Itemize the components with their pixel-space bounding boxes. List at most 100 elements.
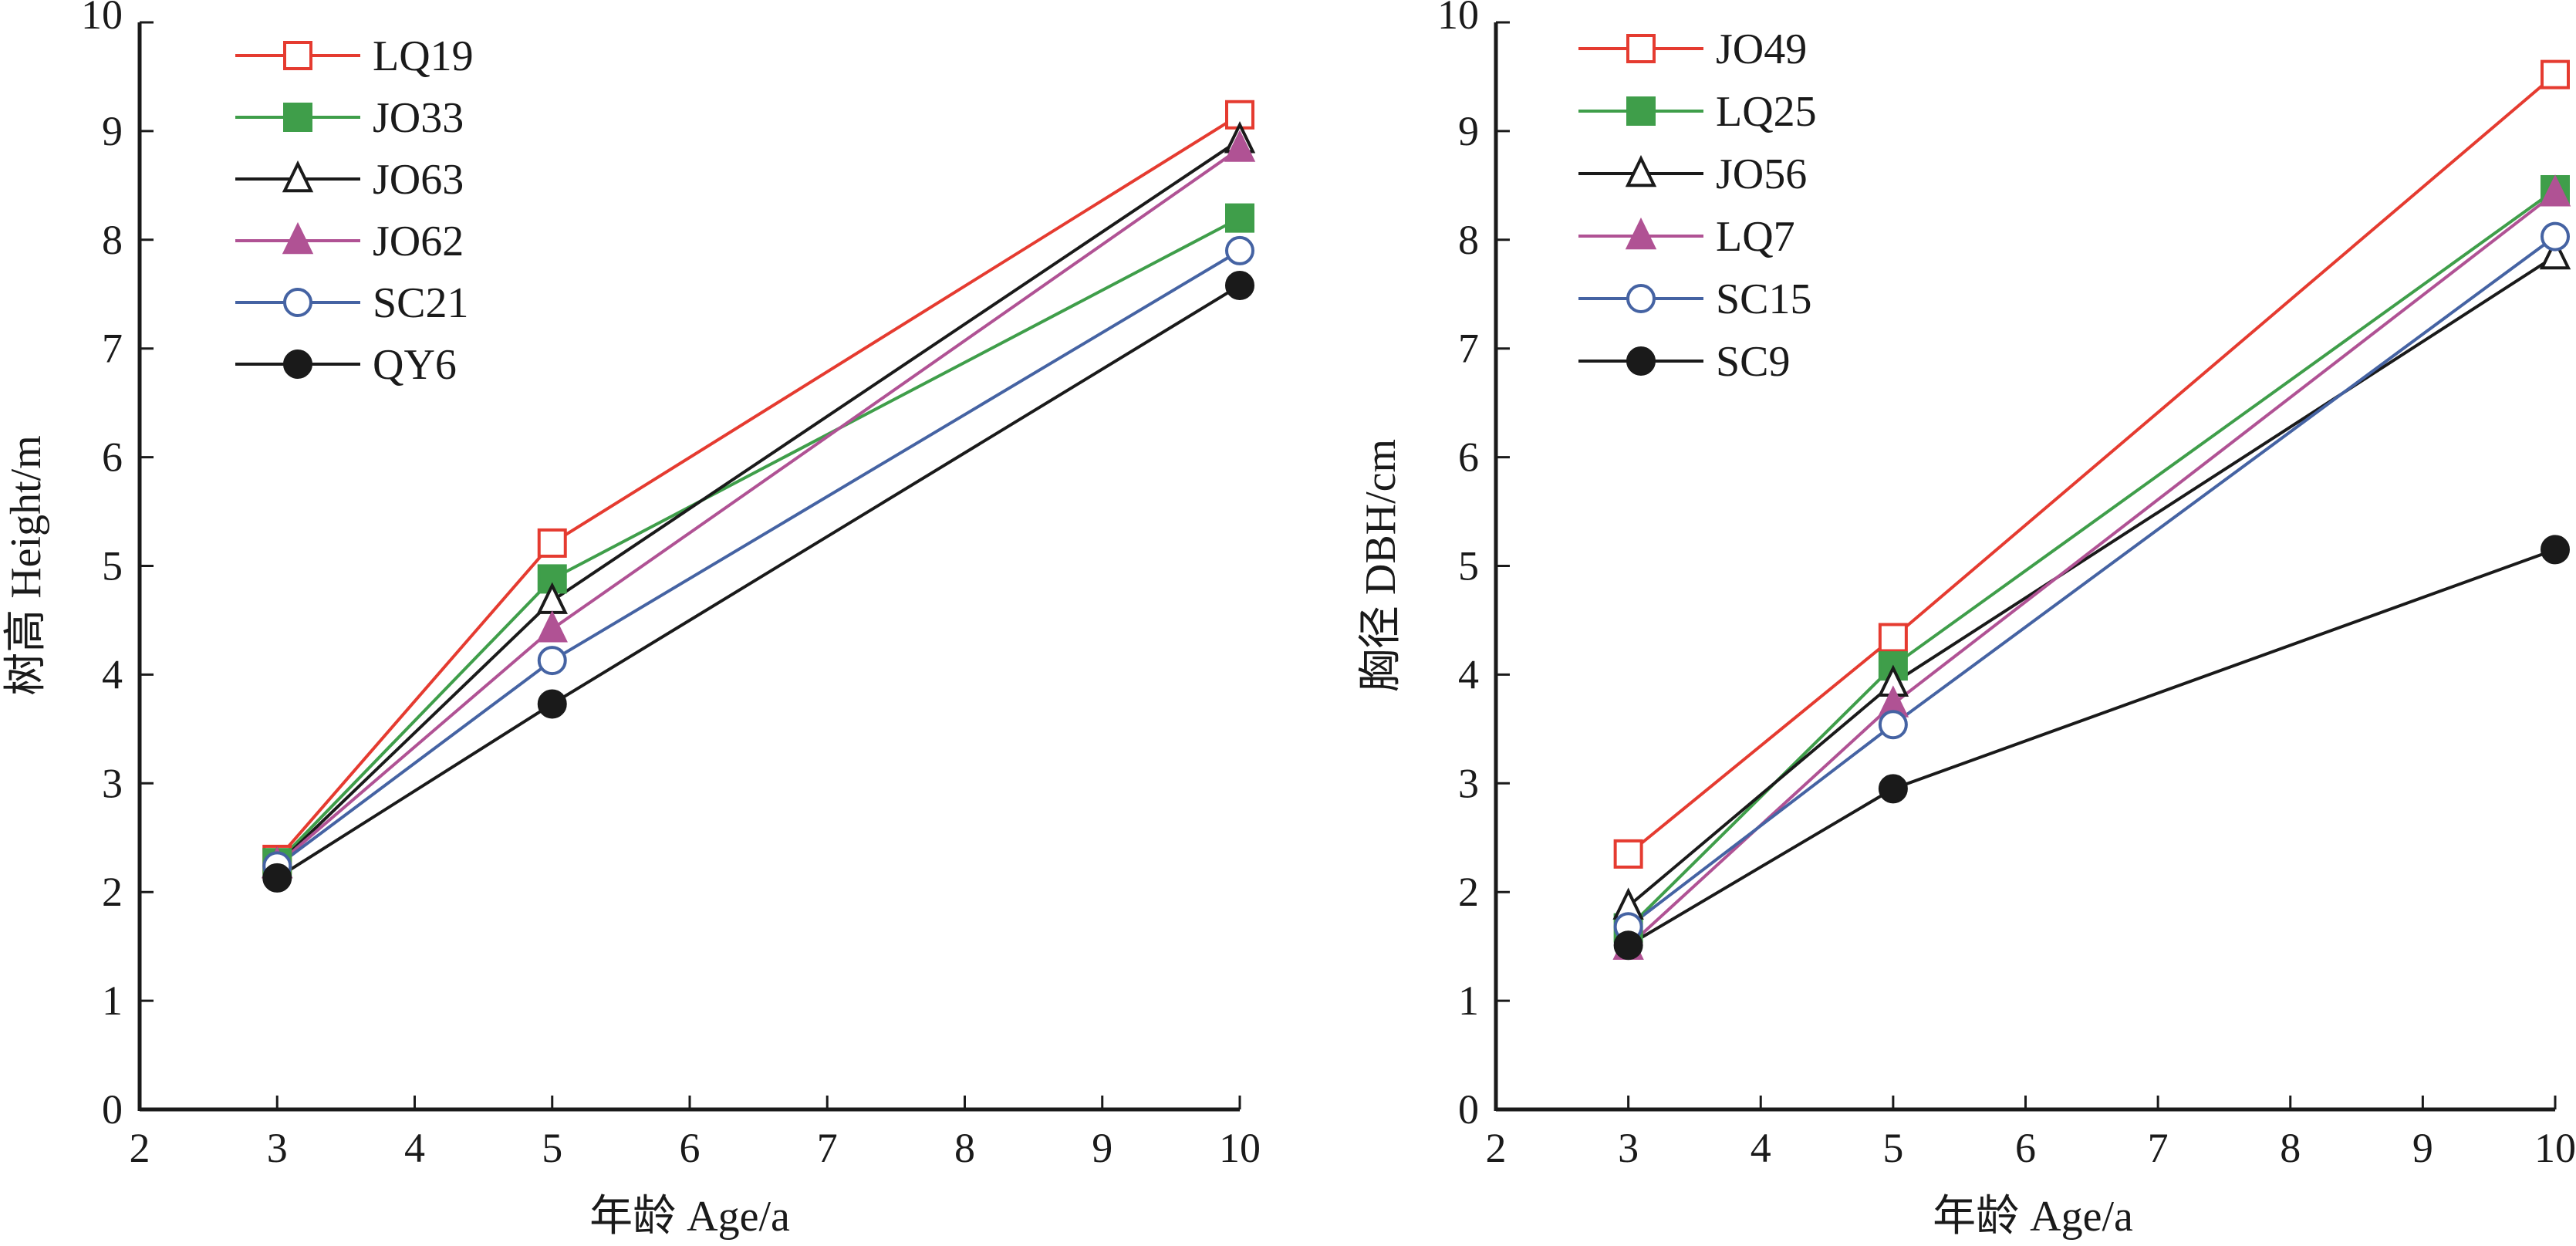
legend-marker [1626,96,1656,126]
legend-item: LQ25 [1578,88,1817,136]
legend: JO49 LQ25 JO56 LQ7 SC15 SC9 [1578,25,1817,386]
y-tick-label: 6 [1458,434,1479,481]
legend-marker [1625,154,1657,187]
y-tick-label: 0 [1458,1086,1479,1133]
y-tick-label: 9 [102,108,123,154]
x-axis-title: 年龄 Age/a [589,1193,790,1241]
legend-item: LQ7 [1578,213,1795,261]
x-tick-label: 6 [680,1125,701,1171]
x-tick-label: 4 [1751,1125,1771,1171]
y-tick-label: 3 [102,760,123,806]
x-tick-label: 2 [130,1125,150,1171]
legend-label: JO49 [1716,25,1807,73]
data-point-SC21 [1225,235,1254,265]
data-point-QY6 [1225,270,1254,300]
data-point-JO33 [1225,203,1254,233]
legend-label: SC15 [1716,275,1812,323]
y-tick-label: 2 [102,869,123,915]
y-tick-label: 4 [1458,651,1479,697]
y-tick-label: 6 [102,434,123,481]
data-point-QY6 [262,863,292,893]
legend-label: SC21 [373,279,469,327]
legend-item: JO62 [235,218,464,265]
y-tick-label: 5 [1458,543,1479,589]
data-point-SC9 [1878,774,1908,804]
y-tick-label: 7 [102,326,123,372]
data-point-JO49 [2541,59,2570,89]
data-point-JO49 [1878,623,1908,653]
data-point-JO56 [2539,237,2571,270]
data-point-SC9 [1613,930,1643,961]
y-tick-label: 1 [102,978,123,1024]
height-chart: 树高 Height/m 年龄 Age/a 0 1 2 3 4 5 6 7 8 9 10 2 3 4 5 6 7 8… [2,0,1261,1241]
series-line-SC9 [1627,548,2556,947]
y-tick-label: 3 [1458,760,1479,806]
legend-item: SC9 [1578,338,1791,386]
x-tick-label: 9 [2412,1125,2433,1171]
y-axis-title: 树高 Height/m [2,435,50,696]
y-axis-title: 胸径 DBH/cm [1357,439,1405,692]
legend: LQ19 JO33 JO63 JO62 SC21 QY6 [235,32,474,389]
x-tick-label: 2 [1486,1125,1507,1171]
data-point-LQ19 [537,528,567,558]
data-point-JO62 [536,610,568,643]
legend-marker [283,103,312,132]
y-tick-label: 10 [81,0,123,38]
legend-label: LQ19 [373,32,474,80]
data-point-QY6 [537,689,567,719]
y-tick-label: 4 [102,651,123,697]
x-tick-label: 5 [542,1125,562,1171]
x-tick-label: 10 [1219,1125,1261,1171]
legend-marker [282,221,314,255]
legend-item: JO63 [235,156,464,204]
y-tick-label: 8 [1458,217,1479,263]
legend-marker [283,288,312,317]
data-point-JO62 [1224,130,1256,162]
x-tick-label: 10 [2534,1125,2576,1171]
legend-label: QY6 [373,341,457,389]
data-point-SC15 [1878,710,1908,740]
legend-label: JO63 [373,156,464,204]
x-tick-label: 7 [2148,1125,2169,1171]
y-tick-label: 10 [1437,0,1479,38]
legend-item: JO49 [1578,25,1807,73]
legend-item: JO33 [235,94,464,142]
y-tick-label: 5 [102,543,123,589]
y-tick-label: 0 [102,1086,123,1133]
x-tick-label: 8 [2280,1125,2301,1171]
x-tick-label: 5 [1882,1125,1903,1171]
y-tick-label: 7 [1458,326,1479,372]
x-tick-label: 3 [267,1125,288,1171]
x-tick-label: 3 [1618,1125,1639,1171]
data-point-JO49 [1613,839,1643,869]
y-tick-label: 8 [102,217,123,263]
legend-item: SC15 [1578,275,1812,323]
legend-label: LQ7 [1716,213,1795,261]
y-tick-label: 2 [1458,869,1479,915]
legend-marker [1625,217,1657,250]
x-axis-title: 年龄 Age/a [1933,1193,2133,1241]
data-point-SC9 [2541,535,2570,565]
x-tick-label: 9 [1092,1125,1112,1171]
x-tick-label: 7 [817,1125,838,1171]
legend-marker [283,349,312,379]
y-tick-label: 9 [1458,108,1479,154]
legend-label: JO33 [373,94,464,142]
legend-marker [282,160,314,193]
legend-item: LQ19 [235,32,474,80]
legend-marker [283,41,312,70]
legend-marker [1626,346,1656,376]
legend-marker [1626,284,1656,313]
legend-label: JO62 [373,218,464,265]
legend-label: LQ25 [1716,88,1817,136]
dbh-chart: 胸径 DBH/cm 年龄 Age/a 0 1 2 3 4 5 6 7 8 9 10 2 3 4 5 6 7 8 9 1… [1357,0,2576,1241]
legend-label: SC9 [1716,338,1791,386]
legend-item: QY6 [235,341,457,389]
x-tick-label: 4 [404,1125,425,1171]
legend-marker [1626,34,1656,63]
y-tick-label: 1 [1458,978,1479,1024]
legend-label: JO56 [1716,150,1807,198]
data-point-LQ7 [2539,174,2571,207]
x-tick-label: 6 [2015,1125,2036,1171]
